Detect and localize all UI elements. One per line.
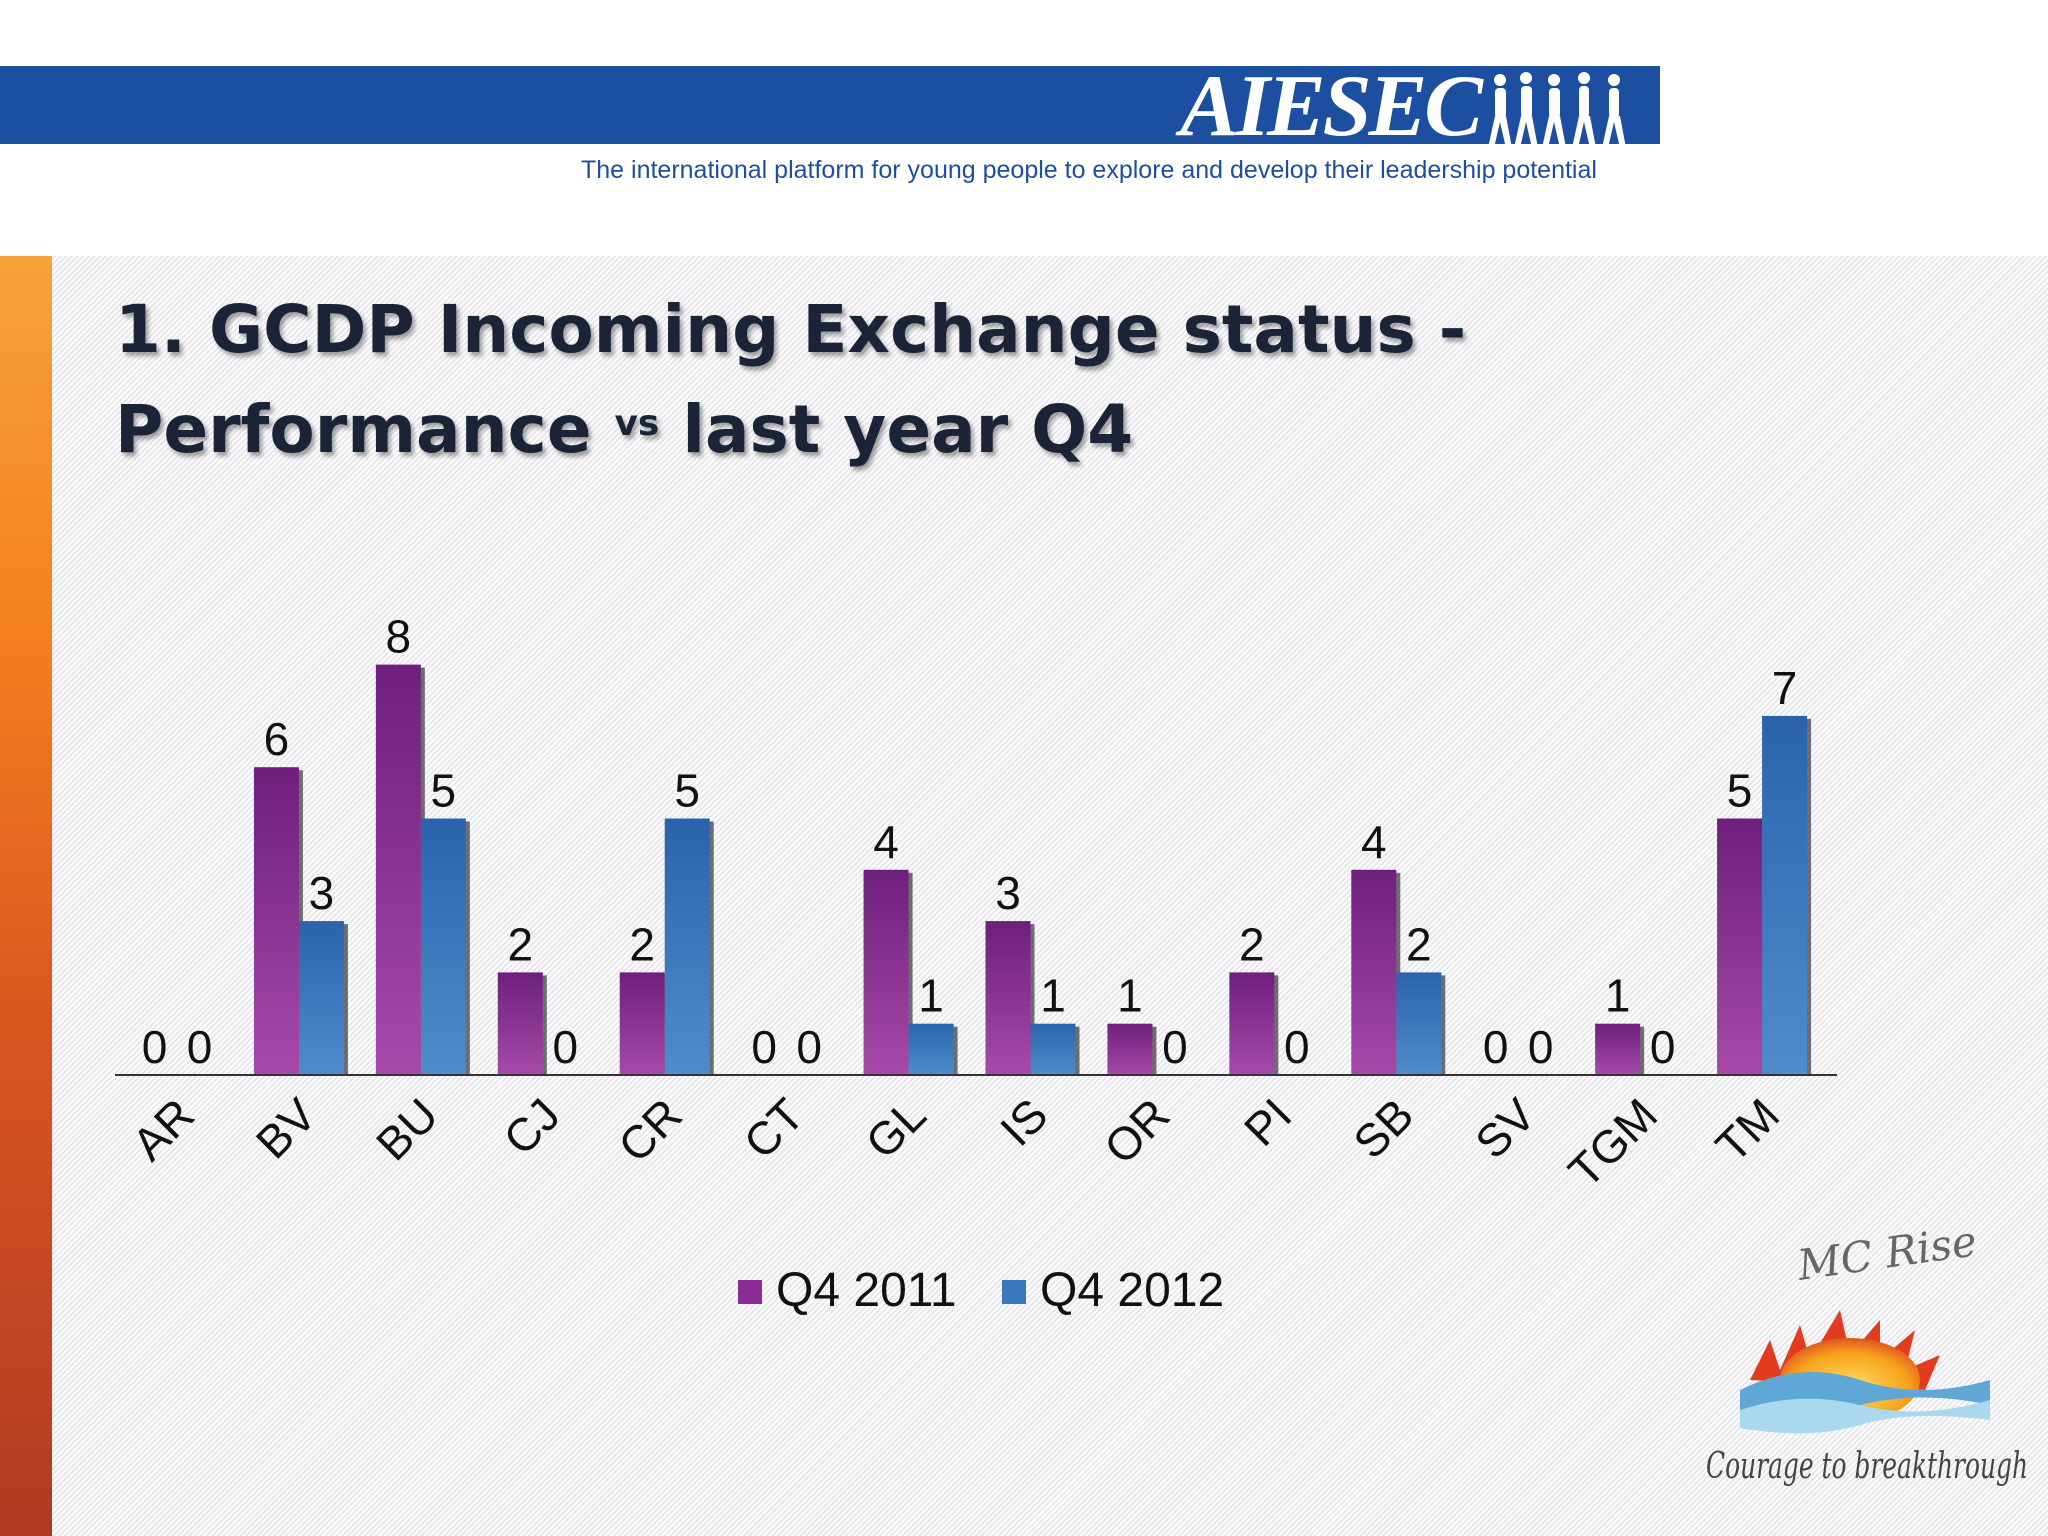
data-label: 8 xyxy=(386,611,412,663)
category-label-sb: SB xyxy=(1343,1088,1423,1168)
data-label: 4 xyxy=(1361,816,1387,868)
title-line-1: 1. GCDP Incoming Exchange status - xyxy=(115,291,1467,368)
mc-rise-logo: MC Rise Courage to breakthrough xyxy=(1706,1230,2028,1487)
data-label: 1 xyxy=(1040,970,1066,1022)
category-label-or: OR xyxy=(1094,1088,1180,1174)
legend-label-0: Q4 2011 xyxy=(776,1264,957,1317)
data-label: 4 xyxy=(873,816,899,868)
slide-title: 1. GCDP Incoming Exchange status - Perfo… xyxy=(115,280,1466,480)
waves-icon xyxy=(1740,1372,1990,1434)
bar-q4-2012-bu xyxy=(420,818,466,1075)
data-label: 2 xyxy=(507,918,533,970)
bar-q4-2011-sb xyxy=(1351,869,1397,1075)
bar-q4-2011-gl xyxy=(863,869,909,1075)
walking-people-icon xyxy=(1488,72,1626,148)
category-label-ct: CT xyxy=(734,1088,814,1168)
bar-q4-2011-cr xyxy=(619,972,665,1075)
data-label: 0 xyxy=(552,1021,578,1073)
bar-q4-2012-cr xyxy=(664,818,710,1075)
bar-q4-2011-cj xyxy=(497,972,543,1075)
data-label: 1 xyxy=(1605,970,1631,1022)
title-vs: vs xyxy=(614,403,660,444)
aiesec-logo[interactable]: AIESEC xyxy=(1180,62,1680,152)
data-label: 3 xyxy=(309,867,335,919)
slide-background xyxy=(0,256,2048,1536)
data-label: 5 xyxy=(1727,765,1753,817)
data-label: 0 xyxy=(751,1021,777,1073)
legend-swatch-1 xyxy=(1002,1280,1026,1304)
data-label: 0 xyxy=(796,1021,822,1073)
category-label-gl: GL xyxy=(855,1088,935,1168)
data-label: 2 xyxy=(1239,918,1265,970)
legend-swatch-0 xyxy=(738,1280,762,1304)
mc-rise-label: MC Rise xyxy=(1794,1230,1980,1290)
category-label-pi: PI xyxy=(1234,1088,1302,1156)
data-label: 1 xyxy=(1117,970,1143,1022)
mc-rise-slogan: Courage to breakthrough xyxy=(1706,1446,2028,1487)
data-label: 6 xyxy=(264,713,290,765)
title-post: last year Q4 xyxy=(659,391,1134,468)
data-label: 0 xyxy=(1284,1021,1310,1073)
bar-q4-2012-bv xyxy=(298,921,344,1075)
title-pre: Performance xyxy=(115,391,615,468)
data-label: 2 xyxy=(629,918,655,970)
aiesec-logo-text: AIESEC xyxy=(1180,58,1483,155)
bar-q4-2012-is xyxy=(1030,1023,1076,1075)
data-label: 5 xyxy=(674,765,700,817)
category-label-bu: BU xyxy=(366,1088,448,1170)
data-label: 0 xyxy=(1528,1021,1554,1073)
bar-q4-2011-bv xyxy=(253,767,299,1075)
data-label: 5 xyxy=(431,765,457,817)
category-label-cj: CJ xyxy=(493,1088,570,1165)
data-label: 0 xyxy=(1483,1021,1509,1073)
category-label-ar: AR xyxy=(122,1088,204,1170)
bar-q4-2011-tm xyxy=(1717,818,1763,1075)
tagline: The international platform for young peo… xyxy=(581,156,1597,184)
data-label: 0 xyxy=(1162,1021,1188,1073)
bar-q4-2011-tgm xyxy=(1595,1023,1641,1075)
title-line-2: Performance vs last year Q4 xyxy=(115,380,1466,480)
data-label: 2 xyxy=(1406,918,1432,970)
legend-label-1: Q4 2012 xyxy=(1040,1264,1224,1317)
data-label: 0 xyxy=(187,1021,213,1073)
bar-q4-2011-pi xyxy=(1229,972,1275,1075)
category-label-cr: CR xyxy=(608,1088,692,1172)
data-label: 0 xyxy=(142,1021,168,1073)
bar-q4-2011-is xyxy=(985,921,1031,1075)
category-label-tm: TM xyxy=(1705,1088,1789,1172)
category-label-tgm: TGM xyxy=(1558,1088,1667,1197)
header-band xyxy=(0,66,1660,144)
side-accent-bar xyxy=(0,256,52,1536)
data-label: 7 xyxy=(1772,662,1798,714)
bar-q4-2012-tm xyxy=(1762,715,1808,1075)
bar-q4-2012-sb xyxy=(1396,972,1442,1075)
data-label: 0 xyxy=(1650,1021,1676,1073)
data-label: 3 xyxy=(995,867,1021,919)
category-label-bv: BV xyxy=(246,1088,326,1168)
bar-q4-2012-gl xyxy=(908,1023,954,1075)
category-label-is: IS xyxy=(990,1088,1058,1156)
category-label-sv: SV xyxy=(1465,1088,1545,1168)
bar-q4-2011-or xyxy=(1107,1023,1153,1075)
bar-q4-2011-bu xyxy=(375,664,421,1075)
data-label: 1 xyxy=(918,970,944,1022)
